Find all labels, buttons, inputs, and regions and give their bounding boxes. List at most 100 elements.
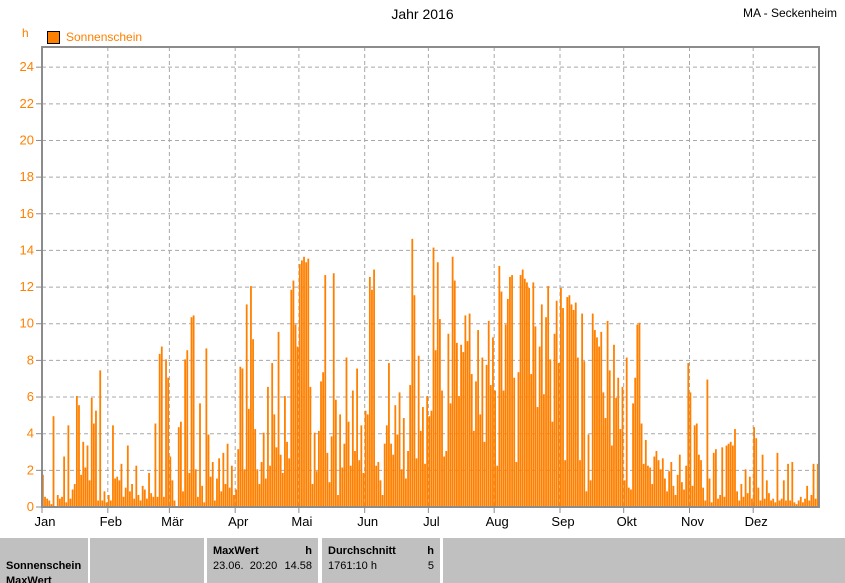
bar: [774, 502, 777, 506]
bar: [532, 282, 535, 506]
durchschnitt-value: 5: [427, 560, 434, 572]
bar: [56, 495, 59, 506]
bar: [243, 469, 246, 506]
bar: [636, 324, 639, 506]
bar: [591, 313, 594, 506]
bar: [466, 341, 469, 506]
bar: [80, 474, 83, 506]
maxwert-value: 14.58: [284, 560, 312, 572]
bar: [328, 482, 331, 506]
bar: [579, 460, 581, 506]
bar: [50, 504, 53, 506]
bar: [294, 324, 297, 506]
bar: [205, 348, 208, 506]
bar: [664, 478, 666, 506]
bar: [460, 344, 463, 506]
bar: [99, 370, 102, 506]
bar: [432, 247, 435, 506]
bar: [804, 498, 806, 506]
y-tick-label: 10: [20, 316, 34, 331]
bar: [129, 491, 131, 506]
bar: [598, 346, 601, 506]
bar: [211, 462, 214, 506]
bar: [621, 386, 624, 506]
bar: [199, 403, 201, 506]
bar: [273, 414, 276, 506]
bar: [704, 500, 707, 506]
bar: [360, 425, 363, 506]
status-panel-empty: [90, 538, 204, 583]
bar: [86, 445, 89, 506]
bar: [388, 363, 390, 506]
bar: [122, 496, 125, 506]
bar: [351, 390, 354, 506]
legend-item-sonnenschein[interactable]: Sonnenschein: [47, 30, 142, 44]
bar: [107, 495, 110, 506]
durchschnitt-total: 1761:10 h: [328, 560, 377, 572]
bar: [674, 495, 677, 506]
bar: [90, 397, 93, 506]
bar: [371, 289, 373, 506]
bar: [137, 495, 140, 506]
bar: [617, 377, 620, 506]
bar: [135, 465, 138, 506]
bar: [277, 331, 280, 506]
bar: [131, 484, 133, 506]
bar: [661, 458, 664, 506]
bar: [644, 440, 647, 506]
bar: [687, 363, 690, 506]
bar: [498, 265, 501, 506]
bar: [589, 480, 592, 506]
bar: [320, 381, 322, 506]
bar: [109, 500, 112, 506]
bar: [154, 423, 157, 506]
bar: [445, 451, 448, 506]
bar: [407, 451, 409, 506]
bar: [298, 264, 301, 506]
bar: [75, 396, 78, 506]
bar: [133, 498, 136, 506]
bar: [638, 322, 641, 506]
bar: [475, 381, 477, 506]
bar: [721, 447, 724, 506]
bar: [114, 478, 116, 506]
month-label: Jul: [423, 514, 440, 529]
bar: [228, 487, 231, 506]
bar: [405, 478, 407, 506]
bar: [642, 463, 645, 506]
bar: [303, 256, 305, 506]
bar: [194, 469, 197, 506]
bar: [816, 463, 819, 506]
bar: [322, 372, 325, 506]
bar: [734, 429, 736, 506]
bar: [311, 484, 314, 506]
bar: [672, 485, 675, 506]
bar: [472, 430, 475, 506]
bar: [515, 462, 518, 506]
station-label: MA - Seckenheim: [742, 6, 837, 20]
y-tick-label: 18: [20, 169, 34, 184]
bar: [787, 463, 789, 506]
durchschnitt-header: Durchschnitt: [328, 545, 396, 557]
bar: [797, 500, 800, 506]
bar: [233, 495, 235, 506]
bar: [296, 346, 299, 506]
bar: [742, 496, 745, 506]
bar: [731, 445, 734, 506]
bar: [349, 465, 352, 506]
bar: [453, 280, 456, 506]
bar: [564, 460, 567, 506]
bar: [226, 443, 229, 506]
bar: [560, 287, 562, 506]
bar: [379, 480, 382, 506]
y-tick-label: 4: [27, 426, 34, 441]
y-tick-label: 16: [20, 206, 34, 221]
bar: [305, 262, 308, 506]
bar: [44, 496, 46, 506]
bar: [623, 480, 626, 506]
bar: [343, 443, 346, 506]
bar: [224, 484, 227, 506]
bar: [46, 498, 49, 506]
bar: [356, 368, 358, 506]
bar: [757, 487, 760, 506]
